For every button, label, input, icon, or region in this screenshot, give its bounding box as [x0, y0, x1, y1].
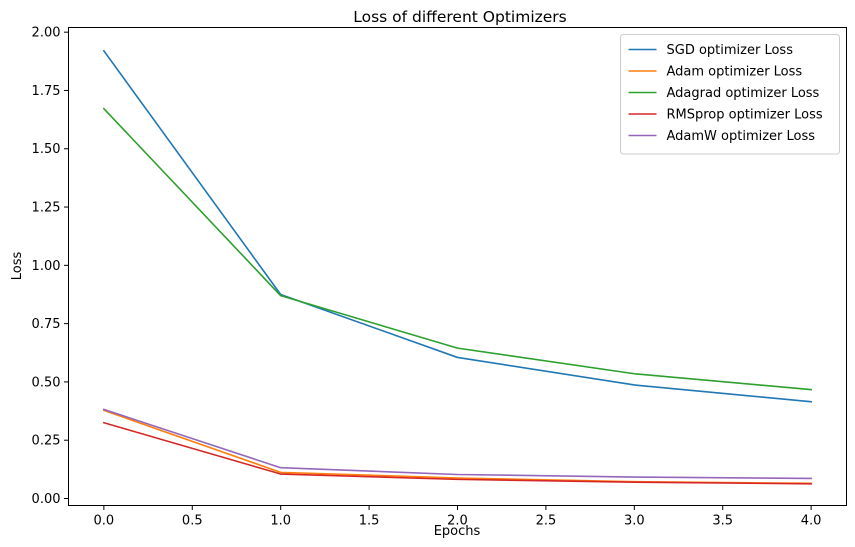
series-line-2 [102, 107, 813, 391]
plot-area [102, 49, 813, 485]
y-axis-label: Loss [10, 252, 25, 281]
y-tick-label: 1.50 [32, 142, 61, 157]
series-line-3 [102, 421, 812, 485]
x-tick-label: 3.5 [712, 514, 733, 529]
y-tick-label: 2.00 [32, 26, 61, 41]
legend-label: SGD optimizer Loss [667, 43, 794, 58]
legend-label: AdamW optimizer Loss [667, 129, 816, 144]
x-axis-label: Epochs [434, 524, 481, 539]
chart-title: Loss of different Optimizers [353, 8, 567, 26]
x-tick-label: 3.0 [624, 514, 645, 529]
series-line-1 [102, 409, 812, 485]
legend-label: Adam optimizer Loss [667, 65, 803, 80]
y-tick-label: 1.25 [32, 201, 61, 216]
y-tick-label: 0.00 [32, 492, 61, 507]
x-tick-label: 0.5 [182, 514, 203, 529]
series-line-0 [102, 49, 813, 403]
x-tick-label: 1.5 [359, 514, 380, 529]
y-tick-label: 0.25 [32, 434, 61, 449]
x-tick-label: 2.5 [536, 514, 557, 529]
legend-label: RMSprop optimizer Loss [667, 108, 823, 123]
x-tick-label: 1.0 [270, 514, 291, 529]
y-axis: 0.00 0.25 0.50 0.75 1.00 1.25 1.50 1.75 2.00 [32, 26, 69, 507]
x-tick-label: 4.0 [801, 514, 822, 529]
legend: SGD optimizer Loss Adam optimizer Loss Ada… [620, 34, 840, 155]
y-tick-label: 0.75 [32, 317, 61, 332]
series-line-4 [102, 408, 812, 480]
y-tick-label: 1.75 [32, 84, 61, 99]
y-tick-label: 0.50 [32, 375, 61, 390]
y-tick-label: 1.00 [32, 259, 61, 274]
x-tick-label: 2.0 [447, 514, 468, 529]
x-axis: 0.0 0.5 1.0 1.5 2.0 2.5 3.0 3.5 4.0 [94, 505, 822, 529]
x-tick-label: 0.0 [94, 514, 115, 529]
legend-box [620, 34, 840, 155]
legend-label: Adagrad optimizer Loss [667, 86, 820, 101]
